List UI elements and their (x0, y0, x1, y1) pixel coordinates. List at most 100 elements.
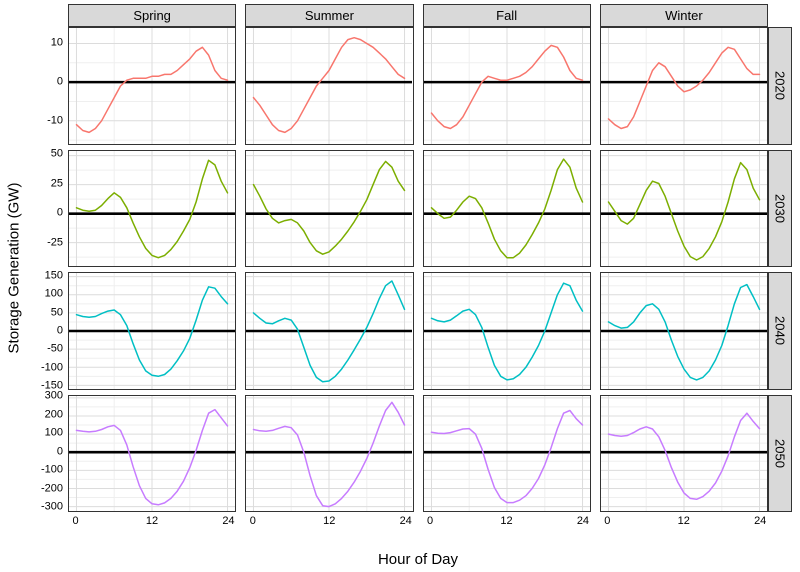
facet-plot-2030-winter (600, 150, 767, 267)
y-tick-label: 0 (56, 445, 63, 458)
data-line-2050-fall (430, 409, 583, 503)
y-tick-label: -200 (40, 482, 63, 495)
y-tick-label: 10 (50, 36, 63, 49)
x-tick-label: 0 (72, 515, 79, 527)
y-tick-label: 0 (56, 324, 63, 337)
facet-plot-2030-fall (423, 150, 590, 267)
facet-plot-2050-spring (69, 395, 235, 512)
facet-panel-2040-winter (599, 272, 768, 390)
y-tick-label: 25 (50, 177, 63, 190)
facet-row-2020: -10 0 10 2020 (22, 27, 792, 145)
y-tick-label: -100 (40, 361, 63, 374)
facet-plot-2050-summer (246, 395, 413, 512)
row-strip-label: 2030 (772, 193, 788, 223)
y-tick-label: -300 (40, 500, 63, 513)
x-axis-ticks: 0 12 24 (423, 514, 591, 528)
column-strip-fall: Fall (422, 4, 591, 27)
y-tick-label: 300 (44, 389, 63, 402)
facet-plot-2030-spring (69, 150, 235, 267)
x-tick-label: 12 (145, 515, 159, 527)
data-line-2050-winter (607, 411, 760, 500)
facet-plot-2020-summer (246, 28, 413, 144)
facet-plot-2020-fall (423, 28, 590, 144)
row-strip-label: 2040 (772, 316, 788, 346)
data-line-2040-winter (607, 283, 760, 381)
data-line-2030-summer (253, 160, 406, 255)
data-line-2030-winter (607, 161, 760, 261)
x-axis-ticks: 0 12 24 (245, 514, 413, 528)
y-tick-label: -150 (40, 379, 63, 392)
data-line-2020-winter (607, 46, 760, 130)
row-strip-2040: 2040 (768, 272, 792, 390)
column-strip-label: Fall (496, 8, 518, 23)
facet-panel-2040-summer (245, 272, 414, 390)
data-line-2040-summer (253, 280, 406, 383)
column-strip-label: Spring (133, 8, 171, 23)
y-axis-ticks: -25 0 25 50 (22, 147, 68, 268)
column-strip-label: Summer (304, 8, 354, 23)
facet-panel-2020-fall (422, 27, 591, 145)
row-strip-label: 2050 (772, 438, 788, 468)
y-tick-label: 100 (44, 426, 63, 439)
facet-panel-2040-spring (68, 272, 237, 390)
row-strip-2020: 2020 (768, 27, 792, 145)
facet-plot-2050-fall (423, 395, 590, 512)
x-tick-label: 24 (222, 515, 235, 527)
facet-panel-2030-fall (422, 149, 591, 267)
facet-plot-2040-fall (423, 273, 590, 389)
facet-panel-2050-winter (599, 394, 768, 512)
spacer (768, 514, 792, 528)
column-strip-spring: Spring (68, 4, 237, 27)
y-axis-ticks: -300 -200 -100 0 100 200 300 (22, 390, 68, 513)
x-tick-label: 12 (323, 515, 336, 527)
column-strip-summer: Summer (245, 4, 414, 27)
facet-row-2040: -150 -100 -50 0 50 100 150 2040 (22, 270, 792, 392)
y-axis-title: Storage Generation (GW) (5, 182, 23, 354)
facet-plot-2040-winter (600, 273, 767, 389)
row-strip-label: 2020 (772, 71, 788, 101)
facet-row-2050: -300 -200 -100 0 100 200 300 2050 (22, 390, 792, 513)
facet-panel-2050-fall (422, 394, 591, 512)
facet-plot-2040-spring (69, 273, 235, 389)
x-axis-tick-row: 0 12 24 0 12 24 0 12 24 0 12 24 (22, 514, 792, 528)
y-tick-label: -50 (47, 342, 63, 355)
data-line-2050-summer (253, 401, 406, 507)
facet-panel-2020-spring (68, 27, 237, 145)
facet-plot-2040-summer (246, 273, 413, 389)
row-strip-2030: 2030 (768, 149, 792, 267)
x-tick-label: 12 (677, 515, 690, 527)
y-tick-label: 50 (50, 147, 63, 160)
x-axis-title: Hour of Day (377, 551, 459, 568)
data-line-2020-fall (430, 44, 583, 130)
x-tick-label: 24 (576, 515, 590, 527)
facet-panel-2020-summer (245, 27, 414, 145)
x-axis-ticks: 0 12 24 (600, 514, 768, 528)
spacer (22, 514, 68, 528)
row-strip-2050: 2050 (768, 394, 792, 512)
y-tick-label: 0 (56, 206, 63, 219)
facet-grid: Spring Summer Fall Winter -10 0 10 2020 (22, 4, 792, 528)
facet-panel-2050-summer (245, 394, 414, 512)
column-strip-label: Winter (665, 8, 703, 23)
column-strip-winter: Winter (599, 4, 768, 27)
spacer (768, 4, 792, 27)
y-tick-label: 100 (44, 287, 63, 300)
facet-panel-2020-winter (599, 27, 768, 145)
data-line-2020-summer (253, 36, 406, 134)
y-tick-label: 0 (56, 75, 63, 88)
facet-panel-2040-fall (422, 272, 591, 390)
x-tick-label: 0 (249, 515, 256, 527)
y-tick-label: -100 (40, 463, 63, 476)
x-tick-label: 24 (399, 515, 412, 527)
facet-plot-2030-summer (246, 150, 413, 267)
facet-panel-2030-summer (245, 149, 414, 267)
facet-panel-2030-spring (68, 149, 237, 267)
x-tick-label: 0 (604, 515, 611, 527)
data-line-2040-spring (75, 286, 229, 378)
facet-panel-2030-winter (599, 149, 768, 267)
y-tick-label: 50 (50, 306, 63, 319)
data-line-2020-spring (75, 46, 229, 134)
x-tick-label: 0 (426, 515, 434, 527)
y-axis-ticks: -10 0 10 (22, 27, 68, 145)
